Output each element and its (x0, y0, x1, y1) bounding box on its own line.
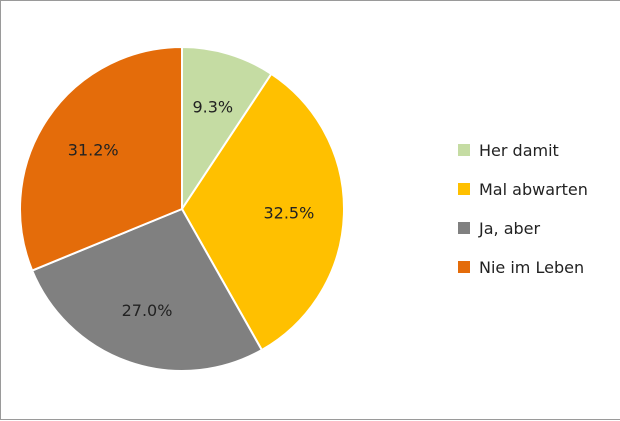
legend-label-her-damit: Her damit (479, 140, 559, 160)
legend-item-ja-aber: Ja, aber (458, 218, 618, 238)
data-label-her-damit: 9.3% (192, 98, 233, 117)
legend-label-mal-abwarten: Mal abwarten (479, 179, 588, 199)
pie-slice-nie-im-leben (19, 46, 183, 272)
legend-item-nie-im-leben: Nie im Leben (458, 257, 618, 277)
legend-swatch-her-damit (458, 144, 470, 156)
legend-swatch-nie-im-leben (458, 261, 470, 273)
legend-label-ja-aber: Ja, aber (479, 218, 541, 238)
legend-item-her-damit: Her damit (458, 140, 618, 160)
legend-label-nie-im-leben: Nie im Leben (479, 257, 585, 277)
data-label-nie-im-leben: 31.2% (68, 141, 119, 160)
legend-item-mal-abwarten: Mal abwarten (458, 179, 618, 199)
data-label-mal-abwarten: 32.5% (263, 204, 314, 223)
legend-swatch-ja-aber (458, 222, 470, 234)
pie-slices (19, 46, 345, 372)
pie-slice-her-damit (181, 46, 273, 210)
data-label-ja-aber: 27.0% (122, 301, 173, 320)
pie-slice-mal-abwarten (181, 72, 345, 351)
legend-swatch-mal-abwarten (458, 183, 470, 195)
pie-data-labels: 9.3% 32.5% 27.0% 31.2% (68, 98, 315, 320)
pie-slice-ja-aber (31, 208, 263, 372)
legend: Her damit Mal abwarten Ja, aber Nie im L… (458, 140, 618, 296)
